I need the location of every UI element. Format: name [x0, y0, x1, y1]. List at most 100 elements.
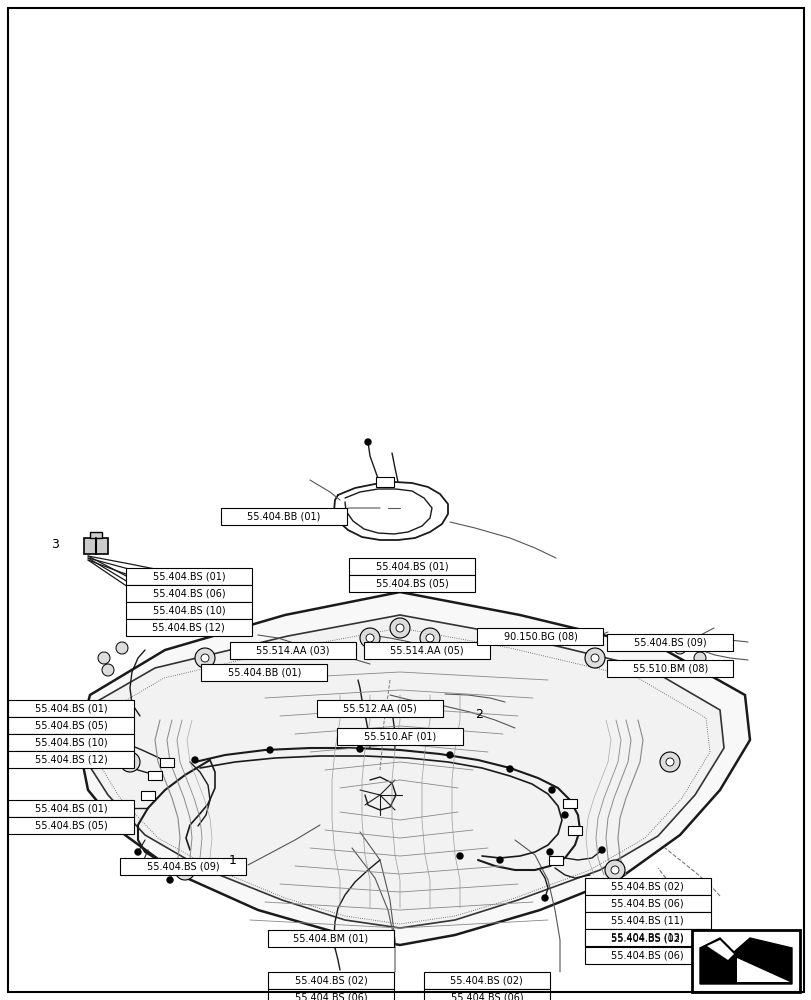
Bar: [160, 758, 174, 767]
Polygon shape: [699, 938, 791, 984]
Circle shape: [139, 861, 145, 867]
Text: 55.404.BS (01): 55.404.BS (01): [152, 572, 225, 582]
Text: 55.404.BB (01): 55.404.BB (01): [227, 668, 301, 678]
Bar: [8, 817, 134, 834]
Circle shape: [191, 757, 198, 763]
Bar: [568, 826, 581, 835]
Bar: [316, 700, 442, 717]
Circle shape: [419, 628, 440, 648]
Bar: [562, 799, 577, 808]
Circle shape: [693, 652, 705, 664]
Text: 55.404.BS (01): 55.404.BS (01): [35, 804, 107, 814]
Bar: [126, 619, 251, 636]
Bar: [349, 558, 474, 575]
Bar: [607, 634, 732, 651]
Text: 90.150.BG (08): 90.150.BG (08): [503, 632, 577, 642]
Text: 55.404.BS (13): 55.404.BS (13): [611, 932, 683, 942]
Circle shape: [496, 857, 502, 863]
Polygon shape: [736, 958, 789, 982]
Bar: [584, 912, 710, 929]
Circle shape: [359, 628, 380, 648]
Circle shape: [201, 654, 208, 662]
Circle shape: [98, 652, 109, 664]
Bar: [691, 930, 799, 992]
Bar: [8, 734, 134, 751]
Circle shape: [120, 752, 139, 772]
Polygon shape: [78, 615, 723, 928]
Circle shape: [167, 877, 173, 883]
Text: 55.404.BS (06): 55.404.BS (06): [611, 950, 683, 960]
Bar: [363, 642, 489, 659]
Text: 55.404.BS (06): 55.404.BS (06): [450, 992, 522, 1000]
Text: 55.404.BS (12): 55.404.BS (12): [35, 754, 107, 764]
Bar: [84, 538, 108, 554]
Text: 55.404.BS (02): 55.404.BS (02): [611, 882, 683, 892]
Bar: [423, 989, 549, 1000]
Text: 55.404.BS (06): 55.404.BS (06): [611, 898, 683, 908]
Bar: [607, 660, 732, 677]
Bar: [126, 602, 251, 619]
Text: 55.404.BS (02): 55.404.BS (02): [294, 976, 367, 986]
Circle shape: [357, 746, 363, 752]
Circle shape: [426, 634, 433, 642]
Bar: [8, 800, 134, 817]
Circle shape: [389, 618, 410, 638]
Text: 55.514.AA (05): 55.514.AA (05): [389, 646, 463, 656]
Text: 55.404.BS (05): 55.404.BS (05): [375, 578, 448, 588]
Bar: [268, 930, 393, 947]
Circle shape: [599, 847, 604, 853]
Bar: [584, 947, 710, 964]
Bar: [8, 700, 134, 717]
Text: 55.510.AF (01): 55.510.AF (01): [363, 732, 436, 742]
Bar: [148, 771, 162, 780]
Text: 55.404.BB (01): 55.404.BB (01): [247, 512, 320, 522]
Circle shape: [610, 866, 618, 874]
Bar: [90, 532, 102, 538]
Text: 55.404.BS (10): 55.404.BS (10): [35, 738, 107, 748]
Circle shape: [267, 747, 272, 753]
Circle shape: [135, 849, 141, 855]
Text: 55.404.BS (06): 55.404.BS (06): [152, 588, 225, 598]
Text: 55.404.BS (05): 55.404.BS (05): [35, 820, 107, 830]
Bar: [120, 858, 246, 875]
Circle shape: [547, 849, 552, 855]
Bar: [423, 972, 549, 989]
Circle shape: [590, 654, 599, 662]
Circle shape: [665, 758, 673, 766]
Bar: [349, 575, 474, 592]
Circle shape: [116, 642, 128, 654]
Circle shape: [604, 860, 624, 880]
Text: 55.404.BS (09): 55.404.BS (09): [633, 638, 706, 648]
Circle shape: [689, 664, 700, 676]
Text: 55.404.BS (06): 55.404.BS (06): [294, 992, 367, 1000]
Circle shape: [396, 624, 404, 632]
Text: 55.512.AA (05): 55.512.AA (05): [342, 704, 416, 714]
Bar: [126, 585, 251, 602]
Text: 55.404.BS (02): 55.404.BS (02): [611, 934, 683, 944]
Text: 3: 3: [51, 538, 59, 550]
Bar: [477, 628, 603, 645]
Bar: [230, 642, 355, 659]
Text: 55.404.BM (01): 55.404.BM (01): [293, 934, 368, 944]
Circle shape: [366, 634, 374, 642]
Text: 55.514.AA (03): 55.514.AA (03): [255, 646, 329, 656]
Text: 55.404.BS (05): 55.404.BS (05): [35, 720, 107, 730]
Bar: [268, 972, 393, 989]
Bar: [201, 664, 327, 681]
Bar: [548, 856, 562, 865]
Circle shape: [152, 869, 158, 875]
Circle shape: [446, 752, 453, 758]
Bar: [584, 930, 710, 947]
Text: 55.404.BS (10): 55.404.BS (10): [152, 605, 225, 615]
Bar: [375, 477, 393, 487]
Text: 55.510.BM (08): 55.510.BM (08): [632, 664, 707, 674]
Text: 55.404.BS (01): 55.404.BS (01): [375, 562, 448, 572]
Bar: [584, 878, 710, 895]
Text: 55.404.BS (02): 55.404.BS (02): [450, 976, 522, 986]
Polygon shape: [706, 940, 733, 960]
Polygon shape: [78, 592, 749, 945]
Text: 55.404.BS (11): 55.404.BS (11): [611, 916, 683, 926]
Circle shape: [673, 642, 685, 654]
Circle shape: [457, 853, 462, 859]
Circle shape: [365, 439, 371, 445]
